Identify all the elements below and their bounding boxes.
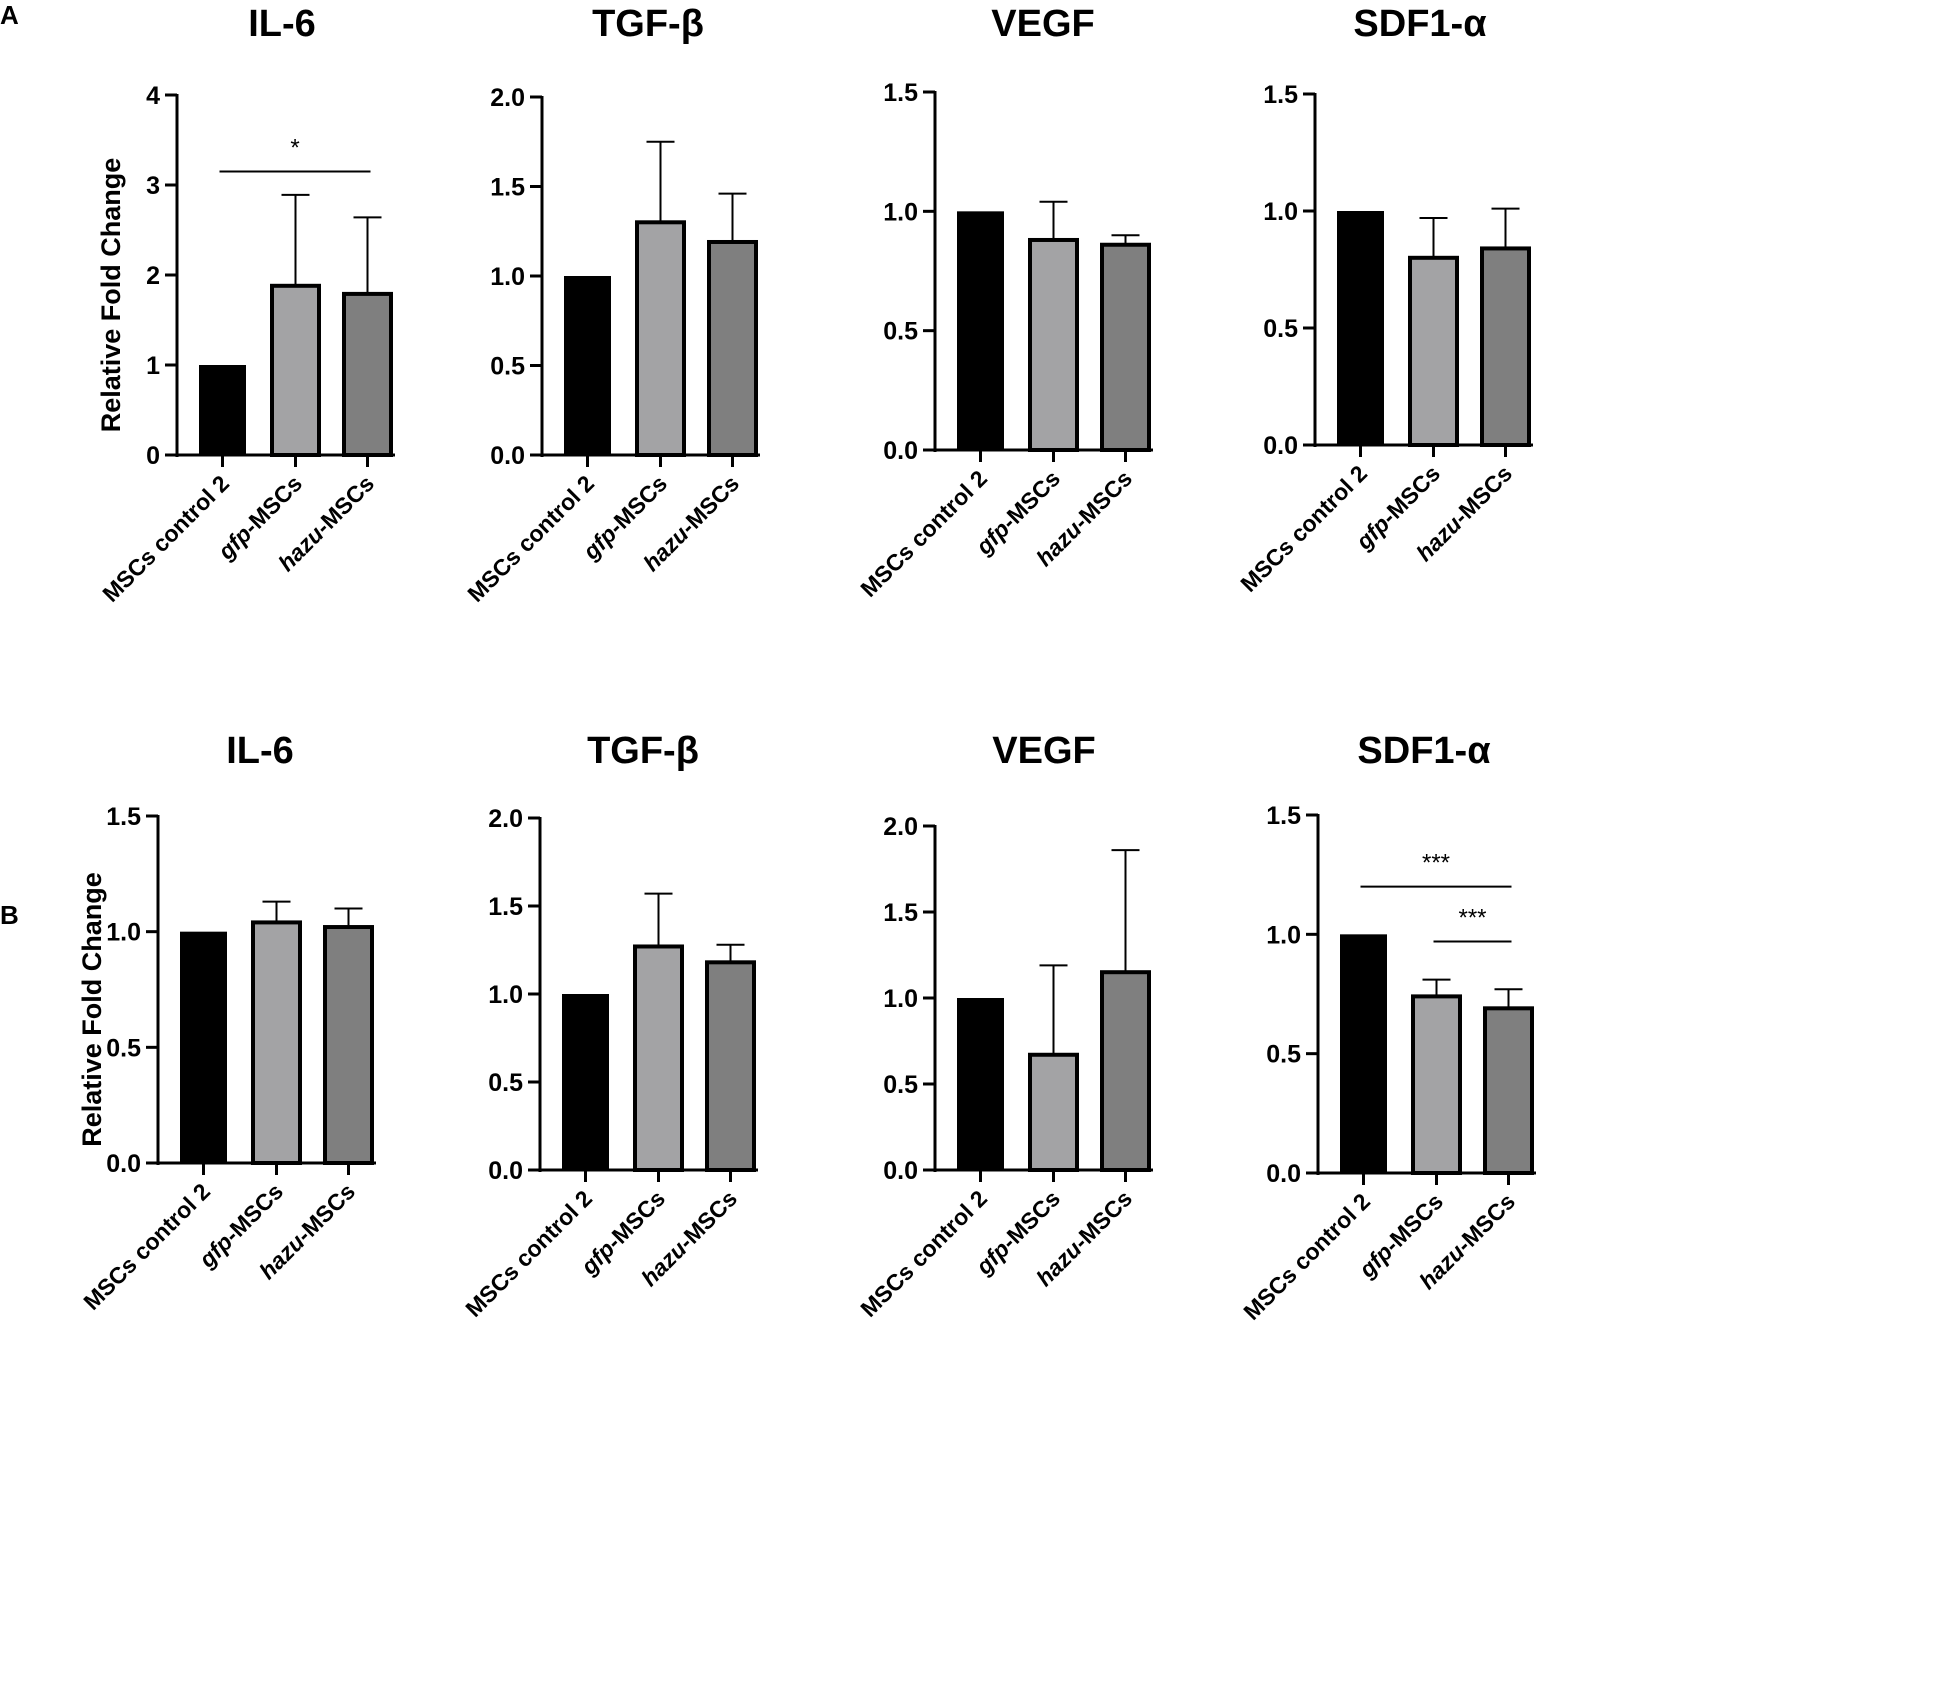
y-tick-label: 0.5: [1263, 315, 1298, 343]
y-tick-label: 0.5: [883, 1071, 918, 1099]
y-tick-label: 0.0: [488, 1157, 523, 1185]
significance-label: ***: [1458, 904, 1486, 931]
y-tick-label: 0.5: [883, 318, 918, 346]
bar: [180, 931, 227, 1163]
y-tick-label: 0.0: [1266, 1160, 1301, 1188]
y-tick-label: 1.0: [106, 919, 141, 947]
bar: [1411, 994, 1462, 1175]
y-tick-label: 2.0: [883, 813, 918, 841]
y-tick-label: 1.0: [490, 263, 525, 291]
y-tick-label: 1.5: [883, 899, 918, 927]
y-tick-label: 2.0: [488, 805, 523, 833]
bar: [1028, 1052, 1079, 1173]
bar: [1100, 242, 1151, 452]
x-tick-label: MSCs control 2: [855, 1185, 992, 1322]
bar: [251, 920, 302, 1165]
bar: [1483, 1006, 1534, 1175]
y-tick-label: 1: [146, 352, 160, 380]
chart-title: VEGF: [991, 3, 1094, 45]
y-tick-label: 1.0: [883, 198, 918, 226]
y-tick-label: 1.5: [1263, 81, 1298, 109]
y-tick-label: 0: [146, 442, 160, 470]
y-tick-label: 2: [146, 262, 160, 290]
bar: [1480, 246, 1531, 447]
y-axis-label: Relative Fold Change: [77, 872, 107, 1147]
chart-title: IL-6: [226, 730, 294, 772]
bar: [707, 239, 758, 457]
y-tick-label: 0.0: [106, 1150, 141, 1178]
significance-label: *: [290, 135, 299, 162]
chart-title: VEGF: [992, 730, 1095, 772]
x-tick-label: MSCs control 2: [1238, 1188, 1375, 1325]
y-tick-label: 0.5: [106, 1034, 141, 1062]
bar: [323, 925, 374, 1165]
x-tick-label: MSCs control 2: [1235, 460, 1372, 597]
bar: [564, 276, 611, 455]
y-tick-label: 0.5: [1266, 1041, 1301, 1069]
chart-title: SDF1-α: [1353, 3, 1486, 45]
x-tick-label: MSCs control 2: [78, 1178, 215, 1315]
x-tick-label: MSCs control 2: [462, 470, 599, 607]
bar: [1340, 934, 1387, 1173]
chart-title: TGF-β: [592, 3, 704, 45]
y-tick-label: 1.5: [883, 79, 918, 107]
y-tick-label: 3: [146, 172, 160, 200]
bar: [633, 944, 684, 1172]
y-tick-label: 0.0: [883, 437, 918, 465]
panel-label-a: A: [0, 0, 19, 30]
bar: [957, 211, 1004, 450]
bar: [635, 220, 686, 457]
y-tick-label: 0.5: [488, 1069, 523, 1097]
panel-label-b: B: [0, 900, 19, 930]
bar: [1337, 211, 1384, 445]
y-tick-label: 1.5: [488, 893, 523, 921]
x-tick-label: MSCs control 2: [460, 1185, 597, 1322]
y-tick-label: 4: [146, 82, 160, 110]
y-tick-label: 2.0: [490, 84, 525, 112]
y-tick-label: 1.0: [1266, 921, 1301, 949]
bar: [342, 291, 393, 457]
y-tick-label: 0.5: [490, 353, 525, 381]
y-tick-label: 1.0: [488, 981, 523, 1009]
y-tick-label: 1.0: [1263, 198, 1298, 226]
y-tick-label: 0.0: [490, 442, 525, 470]
significance-label: ***: [1422, 850, 1450, 877]
x-tick-label: MSCs control 2: [855, 465, 992, 602]
y-tick-label: 1.5: [490, 174, 525, 202]
bar: [1028, 237, 1079, 452]
chart-title: TGF-β: [587, 730, 699, 772]
bar: [270, 283, 321, 457]
y-tick-label: 1.5: [1266, 802, 1301, 830]
y-tick-label: 1.0: [883, 985, 918, 1013]
y-axis-label: Relative Fold Change: [96, 158, 126, 433]
y-tick-label: 0.0: [1263, 432, 1298, 460]
bar: [1408, 255, 1459, 447]
y-tick-label: 0.0: [883, 1157, 918, 1185]
bar: [705, 960, 756, 1172]
chart-title: SDF1-α: [1357, 730, 1490, 772]
bar: [199, 365, 246, 455]
bar: [957, 998, 1004, 1170]
bar: [1100, 970, 1151, 1173]
y-tick-label: 1.5: [106, 803, 141, 831]
bar: [562, 994, 609, 1170]
x-tick-label: MSCs control 2: [97, 470, 234, 607]
chart-title: IL-6: [248, 3, 316, 45]
